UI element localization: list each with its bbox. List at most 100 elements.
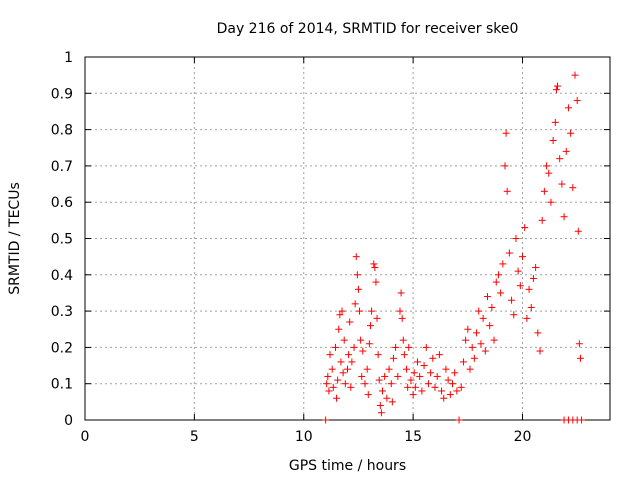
data-point: [440, 394, 448, 402]
data-point: [488, 303, 496, 311]
data-point: [547, 198, 555, 206]
data-point: [334, 376, 342, 384]
data-point: [422, 343, 430, 351]
data-point: [388, 398, 396, 406]
x-tick-label: 10: [295, 429, 313, 445]
data-point: [370, 260, 378, 268]
data-point: [523, 314, 531, 322]
data-point: [407, 376, 415, 384]
data-point: [549, 136, 557, 144]
data-point: [501, 162, 509, 170]
x-axis-label: GPS time / hours: [289, 458, 406, 474]
data-point: [352, 253, 360, 261]
data-point: [409, 391, 417, 399]
data-points: [322, 71, 586, 424]
data-point: [569, 184, 577, 192]
data-point: [387, 380, 395, 388]
data-point: [405, 343, 413, 351]
data-point: [335, 325, 343, 333]
data-point: [379, 387, 386, 395]
data-point: [453, 387, 461, 395]
data-point: [455, 416, 463, 424]
data-point: [567, 129, 575, 137]
data-point: [329, 383, 337, 391]
data-point: [499, 260, 507, 268]
data-point: [344, 365, 351, 373]
y-tick-label: 0.1: [51, 377, 73, 393]
data-point: [512, 235, 520, 242]
data-point: [444, 376, 452, 384]
data-point: [373, 314, 381, 322]
data-point: [521, 224, 529, 232]
data-point: [353, 271, 361, 279]
data-point: [451, 369, 459, 377]
y-tick-label: 1: [64, 50, 73, 66]
data-point: [359, 347, 367, 355]
data-point: [466, 365, 474, 373]
data-point: [477, 340, 485, 348]
data-point: [377, 409, 385, 417]
y-tick-label: 0.9: [51, 86, 73, 102]
data-point: [420, 362, 428, 370]
data-point: [366, 322, 374, 330]
data-point: [438, 387, 446, 395]
grid: [85, 57, 610, 420]
data-point: [564, 104, 572, 112]
data-point: [336, 311, 344, 319]
data-point: [442, 365, 450, 373]
data-point: [551, 118, 559, 126]
data-point: [365, 340, 373, 348]
data-point: [381, 372, 389, 380]
data-point: [427, 369, 435, 377]
data-point: [396, 307, 404, 315]
data-point: [486, 322, 494, 330]
data-point: [516, 282, 524, 290]
data-point: [368, 307, 376, 315]
data-point: [325, 387, 333, 395]
data-point: [356, 307, 364, 315]
data-point: [558, 180, 566, 188]
y-tick-label: 0.5: [51, 232, 73, 248]
y-tick-label: 0.8: [51, 123, 73, 139]
data-point: [490, 336, 498, 344]
data-point: [394, 372, 402, 380]
data-point: [503, 187, 511, 195]
data-point: [418, 387, 426, 395]
data-point: [449, 380, 456, 388]
data-point: [323, 380, 331, 388]
data-point: [433, 372, 441, 380]
data-point: [424, 380, 432, 388]
data-point: [376, 401, 384, 409]
data-point: [389, 354, 397, 362]
data-point: [446, 391, 454, 399]
data-point: [545, 169, 553, 177]
data-point: [397, 289, 405, 297]
x-tick-label: 5: [190, 429, 199, 445]
y-tick-label: 0.7: [51, 159, 73, 175]
data-point: [346, 318, 354, 326]
data-point: [348, 358, 356, 366]
x-tick-label: 15: [404, 429, 422, 445]
data-point: [411, 383, 419, 391]
data-point: [431, 383, 439, 391]
data-point: [358, 372, 366, 380]
data-point: [475, 307, 483, 315]
data-point: [351, 300, 359, 308]
data-point: [404, 383, 412, 391]
data-point: [374, 351, 382, 359]
y-tick-label: 0.2: [51, 340, 73, 356]
data-point: [505, 249, 513, 257]
chart-title: Day 216 of 2014, SRMTID for receiver ske…: [217, 21, 519, 37]
data-point: [508, 296, 516, 304]
data-point: [464, 325, 472, 333]
data-point: [385, 365, 393, 373]
data-point: [562, 147, 570, 155]
data-point: [575, 340, 583, 348]
data-point: [337, 358, 345, 366]
data-point: [345, 351, 353, 359]
data-point: [574, 227, 582, 235]
data-point: [484, 293, 491, 301]
data-point: [462, 336, 470, 344]
data-point: [492, 278, 500, 286]
